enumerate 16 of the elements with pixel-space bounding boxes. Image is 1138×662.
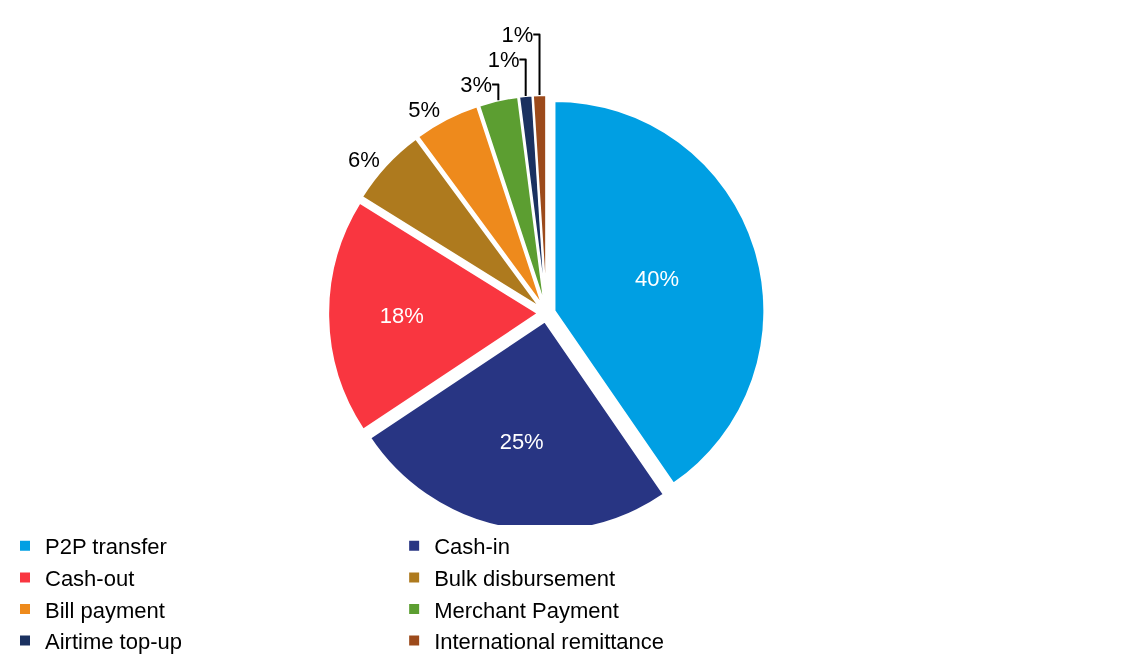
legend-label: P2P transfer <box>45 534 167 560</box>
legend-label: International remittance <box>434 629 665 655</box>
data-label: 40% <box>634 266 680 292</box>
legend-label: Airtime top-up <box>45 629 182 655</box>
legend-label: Bill payment <box>45 597 165 623</box>
legend-label: Bulk disbursement <box>434 565 616 591</box>
data-label: 18% <box>379 303 424 329</box>
data-label: 5% <box>408 96 441 122</box>
data-label: 3% <box>460 71 493 97</box>
data-label: 1% <box>501 21 534 47</box>
data-label: 25% <box>499 429 544 455</box>
data-label: 6% <box>348 146 380 172</box>
legend-label: Merchant Payment <box>434 597 619 623</box>
legend-label: Cash-in <box>434 534 510 560</box>
data-label: 1% <box>487 46 520 72</box>
legend-label: Cash-out <box>45 565 135 591</box>
